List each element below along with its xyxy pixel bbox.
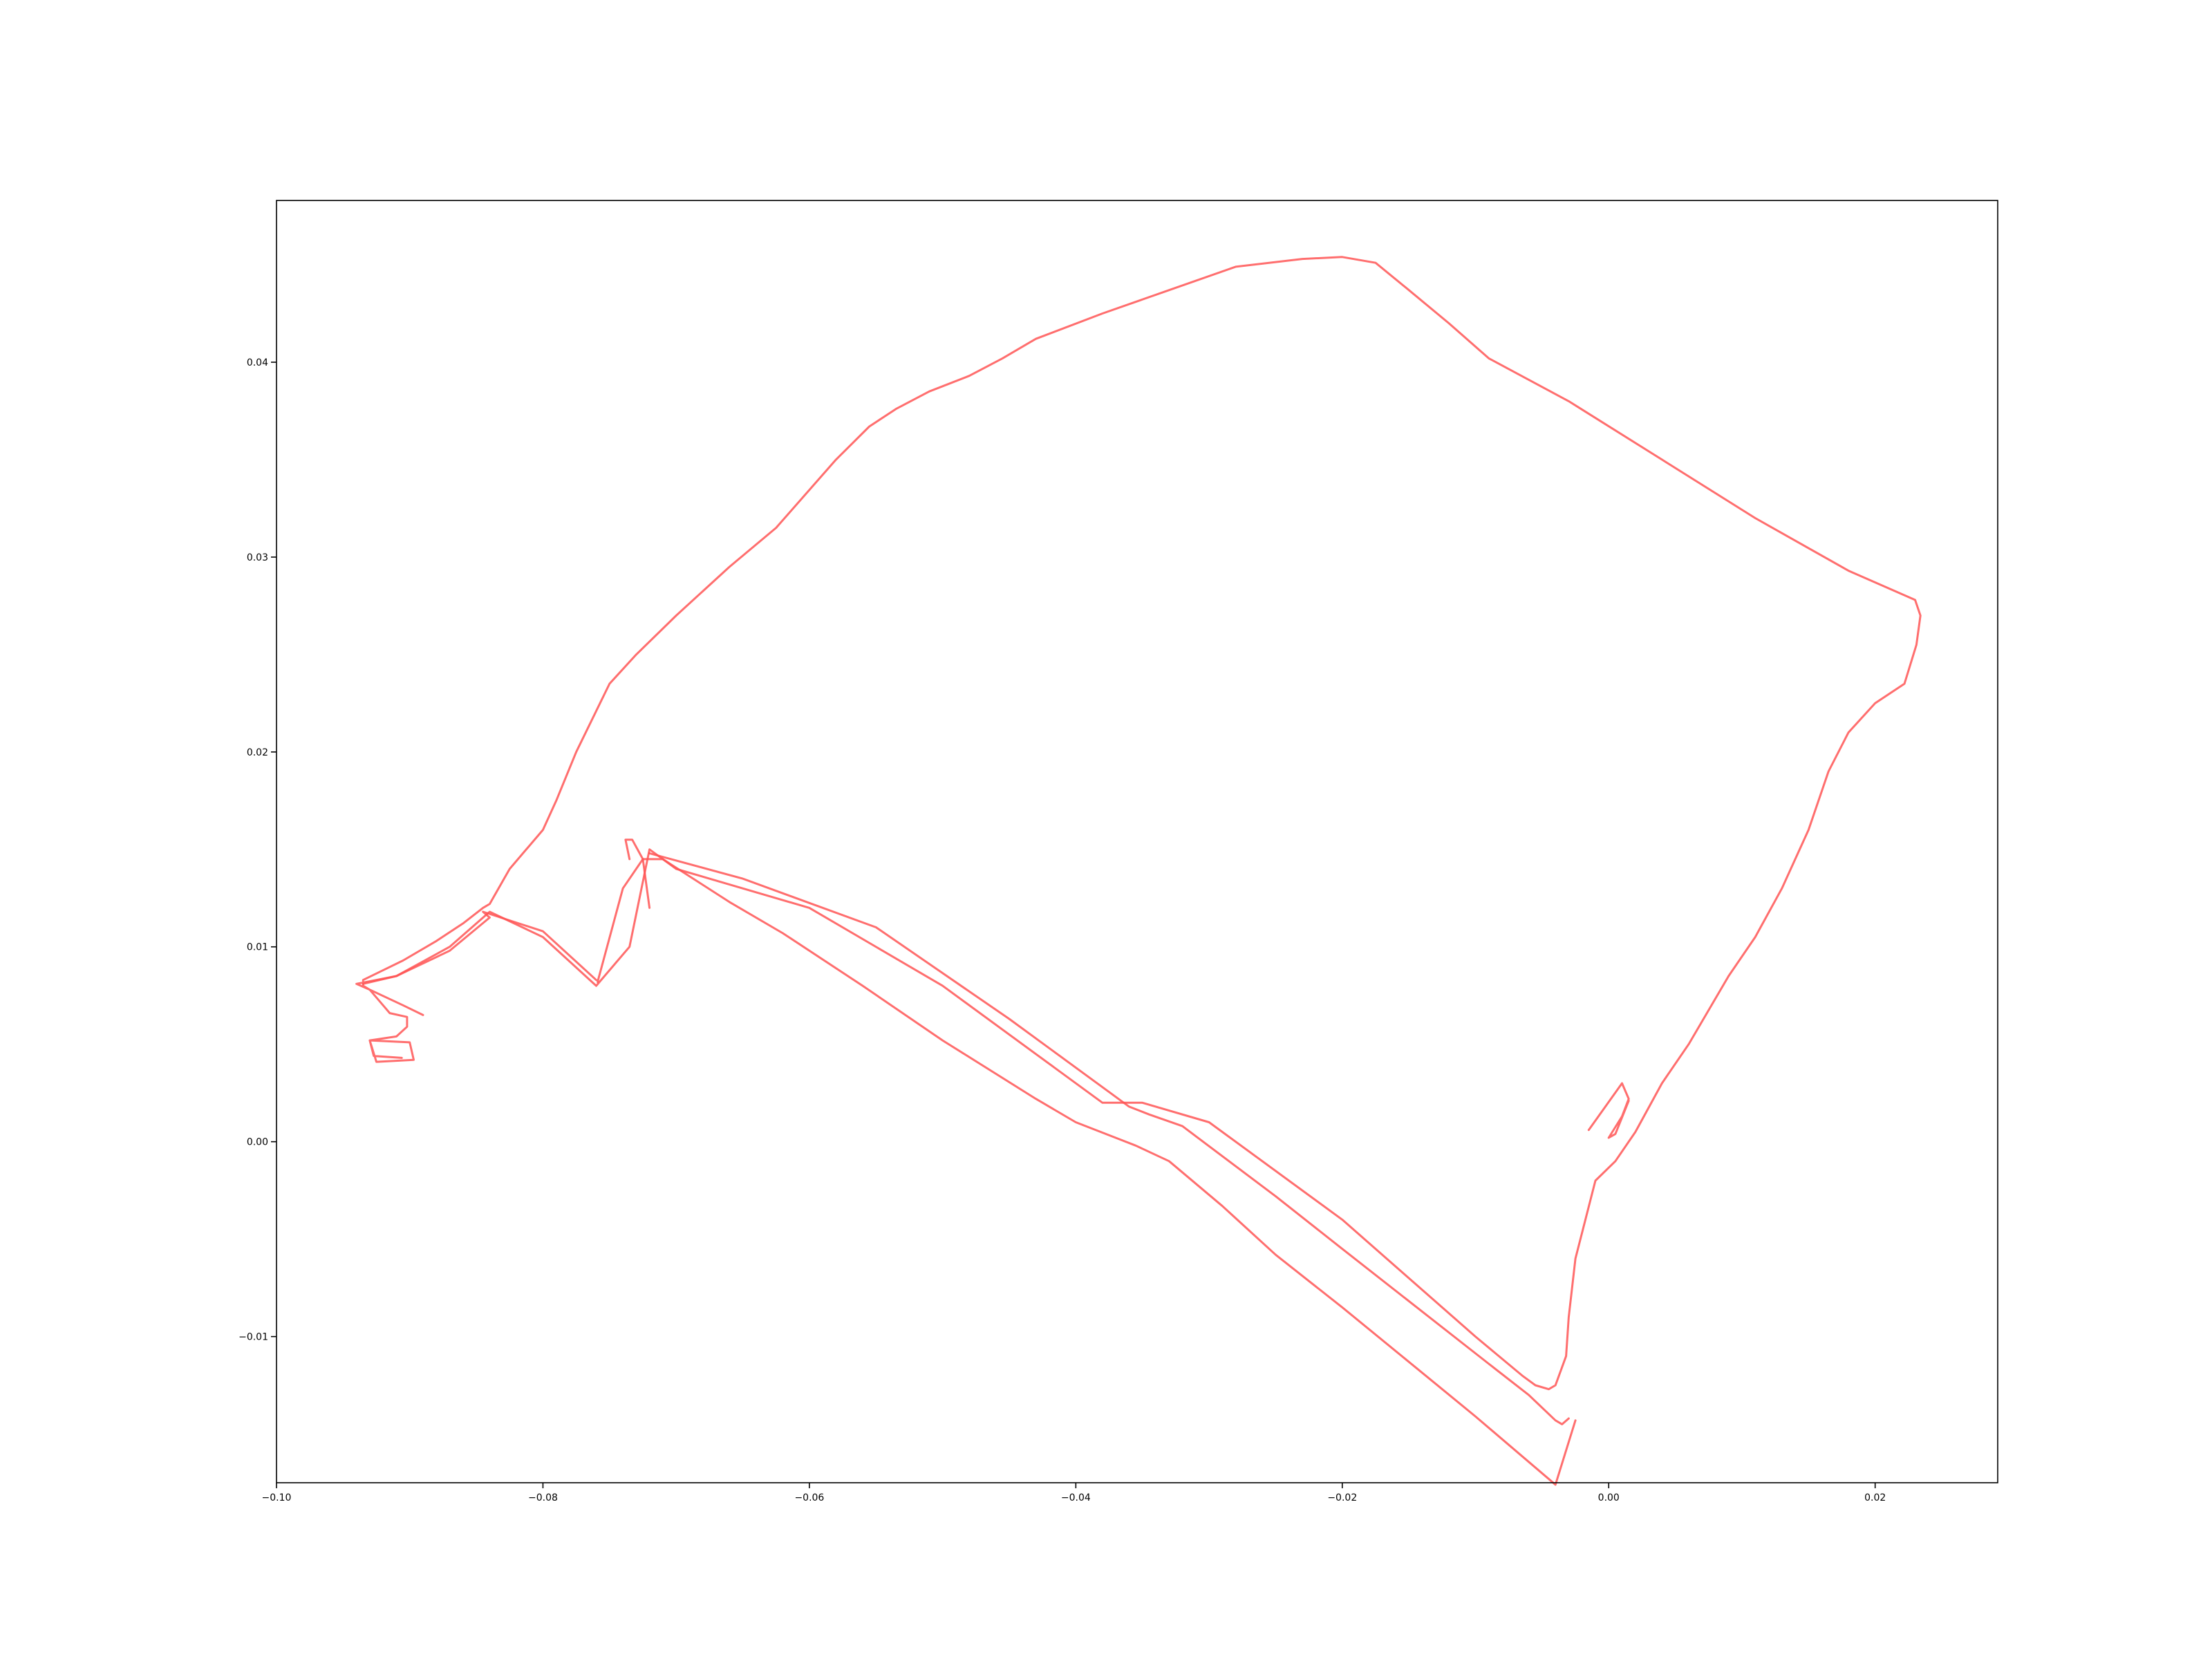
x-tick-label-3: −0.04 — [1061, 1492, 1091, 1503]
series-layer — [355, 256, 1922, 1486]
x-axis: −0.10 −0.08 −0.06 −0.04 −0.02 0.00 0.02 — [262, 1483, 1886, 1503]
trajectory-series-2 — [362, 910, 597, 985]
x-tick-label-5: 0.00 — [1598, 1492, 1620, 1503]
x-tick-label-0: −0.10 — [262, 1492, 292, 1503]
plot-frame — [276, 200, 1998, 1483]
trajectory-series-6 — [1587, 1082, 1630, 1139]
trajectory-series-3 — [597, 858, 1577, 1486]
y-axis: −0.01 0.00 0.01 0.02 0.03 0.04 — [238, 357, 276, 1343]
y-tick-label-1: 0.00 — [247, 1137, 268, 1148]
trajectory-series-5 — [648, 852, 1570, 1425]
trajectory-series-1 — [355, 256, 1922, 1391]
trajectory-series-4 — [624, 838, 651, 909]
x-tick-label-4: −0.02 — [1327, 1492, 1357, 1503]
y-tick-label-4: 0.03 — [247, 552, 268, 563]
y-tick-label-3: 0.02 — [247, 747, 268, 758]
x-tick-label-2: −0.06 — [794, 1492, 824, 1503]
y-tick-label-2: 0.01 — [247, 942, 268, 953]
y-tick-label-5: 0.04 — [247, 357, 268, 368]
x-tick-label-1: −0.08 — [528, 1492, 558, 1503]
y-tick-label-0: −0.01 — [238, 1332, 268, 1343]
x-tick-label-6: 0.02 — [1864, 1492, 1886, 1503]
